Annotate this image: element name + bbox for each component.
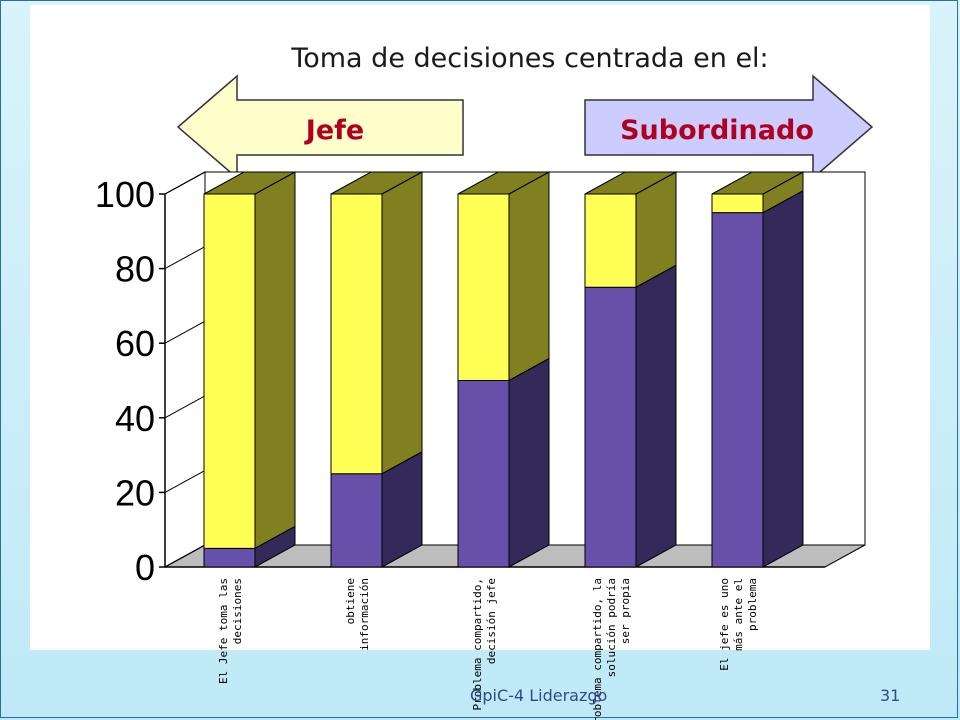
y-gridline xyxy=(164,395,206,419)
chart-side-wall xyxy=(164,171,206,568)
x-category-label: El jefe es unomás ante elproblema xyxy=(718,578,759,671)
x-category-label: Problema compartido,decisión jefe xyxy=(471,578,498,710)
bar-segment xyxy=(584,286,637,568)
bar-top xyxy=(457,171,550,195)
bar-segment xyxy=(203,547,256,568)
y-tick-label: 80 xyxy=(115,249,155,290)
y-gridline xyxy=(164,171,206,195)
bar-segment-side xyxy=(635,264,677,568)
x-category-label: El Jefe toma lasdecisiones xyxy=(217,578,244,684)
y-tick-label: 60 xyxy=(115,323,155,364)
bar-segment xyxy=(457,380,510,568)
bar-segment xyxy=(711,193,764,214)
y-gridline xyxy=(164,469,206,493)
bar-segment-side xyxy=(508,171,550,382)
subordinado-arrow-icon xyxy=(584,74,874,180)
y-tick-label: 100 xyxy=(95,174,155,215)
bar-top xyxy=(584,171,677,195)
bar-segment-side xyxy=(762,189,804,568)
slide-title: Toma de decisiones centrada en el: xyxy=(290,43,768,74)
bar-segment xyxy=(584,193,637,288)
x-category-label: obtieneinformación xyxy=(344,578,371,651)
bar-top xyxy=(203,171,296,195)
bar-segment xyxy=(711,212,764,568)
y-tick-label: 0 xyxy=(135,547,155,588)
bar-segment xyxy=(457,193,510,381)
x-category-label: Problema compartido, lasolución podríase… xyxy=(591,578,632,720)
bar-segment-side xyxy=(508,357,550,568)
y-gridline xyxy=(164,246,206,270)
y-tick-label: 20 xyxy=(115,472,155,513)
jefe-arrow-label: Jefe xyxy=(304,115,364,146)
y-gridline xyxy=(164,320,206,344)
y-tick-label: 40 xyxy=(115,398,155,439)
y-gridline xyxy=(164,544,206,568)
bar-segment xyxy=(203,193,256,549)
bar-segment xyxy=(330,193,383,475)
bar-segment xyxy=(330,473,383,568)
bar-top xyxy=(330,171,423,195)
bar-top xyxy=(711,171,804,195)
page-number: 31 xyxy=(880,686,901,705)
bar-segment-side xyxy=(254,171,296,550)
bar-segment-side xyxy=(381,171,423,475)
footer-text: GpiC-4 Liderazgo xyxy=(470,686,608,705)
subordinado-arrow-label: Subordinado xyxy=(620,115,814,146)
